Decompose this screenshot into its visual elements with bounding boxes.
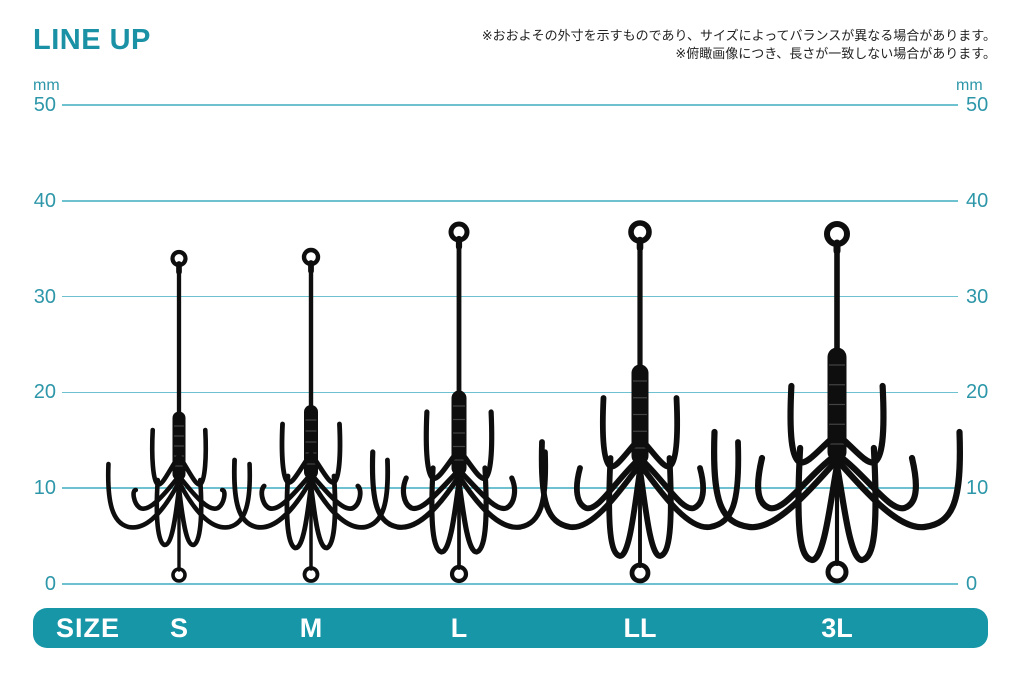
tick-label-left-20mm: 20: [33, 381, 56, 404]
hook-barb-mid: [573, 455, 643, 512]
grid-line-20mm: [62, 391, 958, 394]
hook-barb-outer: [231, 457, 314, 530]
grid-line-10mm: [62, 487, 958, 489]
hook-barb-inner: [176, 477, 204, 548]
hook-barb-mid: [637, 455, 707, 512]
tick-label-right-10mm: 10: [966, 477, 989, 500]
hook-barb-mid: [456, 467, 518, 512]
size-label-M: M: [299, 613, 323, 643]
hook-bottom-ring: [302, 566, 320, 583]
hook-barb-mid: [131, 473, 182, 511]
grid-line-50mm: [62, 104, 958, 106]
hook-barb-inner: [606, 455, 643, 559]
hook-bottom-ring: [825, 560, 849, 584]
tick-label-right-40mm: 40: [966, 189, 989, 212]
hook-bottom-ring: [629, 562, 651, 584]
hook-barb-inner: [284, 473, 314, 551]
tick-label-right-50mm: 50: [966, 94, 989, 116]
size-bar: SIZE S M L LL 3L: [33, 608, 988, 648]
hook-barb-outer: [833, 428, 963, 531]
hook-barb-outer: [105, 461, 182, 530]
grid-line-40mm: [62, 200, 958, 202]
tick-label-right-0mm: 0: [966, 573, 978, 595]
hook-barb-inner: [795, 444, 841, 564]
hook-barb-mid: [755, 450, 841, 512]
tick-label-right-20mm: 20: [966, 381, 989, 404]
hook-barb-inner: [637, 455, 674, 559]
size-bar-caption: SIZE: [56, 613, 121, 643]
tick-label-left-30mm: 30: [33, 285, 56, 308]
hook-barb-inner: [456, 465, 489, 555]
tick-label-left-40mm: 40: [33, 189, 56, 212]
hook-barb-mid: [308, 471, 363, 511]
tick-label-left-50mm: 50: [33, 94, 56, 116]
hook-bottom-ring: [171, 567, 187, 583]
axis-unit-left: mm: [33, 77, 60, 94]
hook-barb-mid: [259, 471, 314, 511]
page-title: LINE UP: [33, 24, 151, 56]
hook-barb-outer: [176, 461, 253, 530]
disclaimer-line-1: ※おおよその外寸を示すものであり、サイズによってバランスが異なる場合があります。: [481, 28, 996, 43]
hook-barb-mid: [176, 473, 227, 511]
tick-label-right-30mm: 30: [966, 285, 989, 308]
hook-barb-outer: [637, 439, 742, 530]
hook-barb-mid: [833, 450, 919, 512]
hook-M: [231, 247, 391, 583]
size-label-LL: LL: [623, 613, 657, 643]
hook-barb-inner: [429, 465, 462, 555]
grid-line-30mm: [62, 295, 958, 298]
size-label-S: S: [169, 613, 188, 643]
grid-line-0mm: [62, 583, 958, 585]
hook-barb-mid: [400, 467, 462, 512]
hook-barb-inner: [154, 477, 182, 548]
hook-barb-outer: [538, 439, 643, 530]
hook-barb-outer: [711, 428, 841, 531]
size-label-L: L: [450, 613, 468, 643]
hook-barb-inner: [833, 444, 879, 564]
hook-S: [105, 249, 253, 583]
disclaimer-line-2: ※俯瞰画像につき、長さが一致しない場合があります。: [675, 46, 996, 61]
tick-label-left-0mm: 0: [44, 573, 56, 595]
hook-barb-outer: [369, 449, 462, 530]
hook-barb-outer: [308, 457, 391, 530]
hook-3L: [711, 221, 963, 584]
hook-barb-inner: [308, 473, 338, 551]
size-label-3L: 3L: [821, 613, 853, 643]
disclaimer: ※おおよその外寸を示すものであり、サイズによってバランスが異なる場合があります。…: [482, 27, 996, 63]
tick-label-left-10mm: 10: [33, 477, 56, 500]
axis-unit-right: mm: [956, 77, 983, 94]
hook-bottom-ring: [449, 564, 469, 584]
hook-LL: [538, 220, 742, 584]
hook-L: [369, 221, 549, 584]
